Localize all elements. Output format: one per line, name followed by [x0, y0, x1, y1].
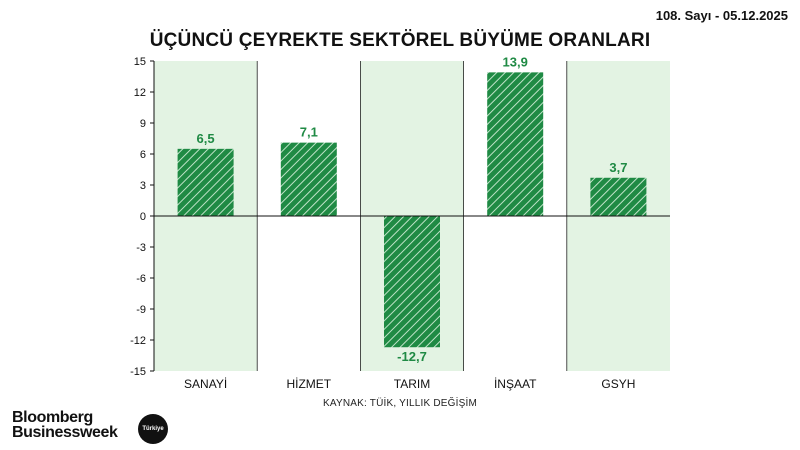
- y-tick-label: -3: [136, 242, 146, 254]
- y-tick-label: 12: [134, 87, 146, 99]
- y-tick-label: -15: [130, 366, 146, 378]
- bar-hi̇zmet: [280, 142, 337, 216]
- turkiye-badge: Türkiye: [138, 414, 168, 444]
- x-tick-label: GSYH: [601, 377, 635, 391]
- y-tick-label: 0: [140, 211, 146, 223]
- source-note: KAYNAK: TÜİK, YILLIK DEĞİŞİM: [323, 398, 477, 409]
- bloomberg-logo: Bloomberg Businessweek: [12, 409, 118, 441]
- bar-gsyh: [590, 177, 647, 216]
- y-tick-label: -6: [136, 273, 146, 285]
- logo-line-1: Bloomberg: [12, 409, 93, 426]
- x-tick-label: TARIM: [394, 377, 430, 391]
- chart-title: ÜÇÜNCÜ ÇEYREKTE SEKTÖREL BÜYÜME ORANLARI: [149, 30, 651, 51]
- bar-tarim: [384, 216, 440, 348]
- y-tick-label: 3: [140, 180, 146, 192]
- value-label: 7,1: [300, 125, 318, 140]
- value-label: 13,9: [503, 54, 528, 69]
- value-label: 3,7: [609, 160, 627, 175]
- value-label: -12,7: [397, 349, 427, 364]
- x-tick-label: HİZMET: [286, 377, 331, 391]
- y-tick-label: 9: [140, 118, 146, 130]
- x-tick-label: İNŞAAT: [494, 377, 537, 391]
- value-label: 6,5: [197, 131, 215, 146]
- bar-sanayi̇: [177, 148, 234, 216]
- bar-i̇nşaat: [487, 72, 544, 216]
- logo-line-2: Businessweek: [12, 424, 118, 441]
- y-tick-label: -12: [130, 335, 146, 347]
- x-tick-label: SANAYİ: [184, 377, 227, 391]
- y-tick-label: -9: [136, 304, 146, 316]
- y-tick-label: 15: [134, 56, 146, 68]
- y-tick-label: 6: [140, 149, 146, 161]
- issue-date: 108. Sayı - 05.12.2025: [655, 8, 788, 23]
